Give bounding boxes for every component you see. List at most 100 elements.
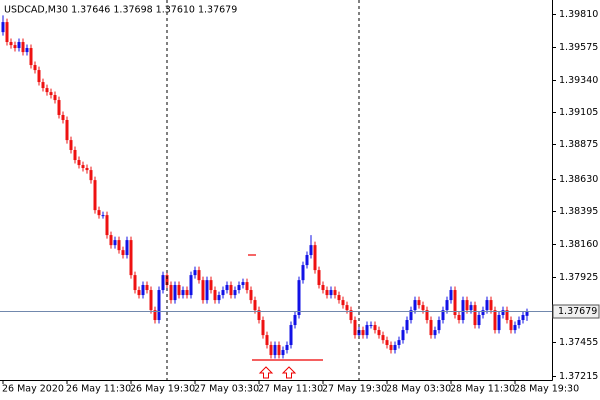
candle-body: [381, 335, 385, 341]
candle-body: [17, 42, 21, 49]
x-tick-label: 26 May 2020: [2, 384, 64, 395]
candle-body: [329, 290, 333, 296]
candle-body: [221, 290, 225, 296]
candle-body: [201, 280, 205, 301]
candle-body: [453, 290, 457, 316]
x-tick-label: 26 May 11:30: [66, 384, 131, 395]
candle-body: [25, 48, 29, 53]
candle-body: [437, 320, 441, 331]
candle-body: [149, 290, 153, 311]
candle-body: [489, 300, 493, 311]
candle-body: [429, 320, 433, 336]
candle-body: [445, 300, 449, 311]
candle-body: [389, 344, 393, 351]
candle-body: [117, 240, 121, 251]
candle-body: [177, 285, 181, 296]
candle-body: [505, 310, 509, 321]
candle-body: [409, 310, 413, 321]
candle-body: [413, 300, 417, 311]
candle-body: [349, 310, 353, 321]
candle-body: [345, 305, 349, 311]
candle-body: [217, 295, 221, 301]
candle-body: [473, 305, 477, 326]
y-tick-label: 1.39105: [559, 107, 598, 118]
y-tick-label: 1.39810: [559, 9, 598, 20]
candle-body: [465, 300, 469, 311]
candle-body: [377, 330, 381, 336]
candle-body: [81, 165, 85, 168]
y-tick-label: 1.39340: [559, 75, 598, 86]
candle-body: [53, 95, 57, 101]
candle-body: [185, 290, 189, 296]
candle-body: [41, 82, 45, 89]
candle-body: [93, 180, 97, 211]
candle-body: [261, 320, 265, 336]
price-box-label: 1.37679: [558, 306, 597, 317]
candle-body: [469, 305, 473, 311]
candle-body: [297, 280, 301, 316]
candle-body: [153, 310, 157, 321]
candle-body: [325, 290, 329, 296]
candle-body: [365, 325, 369, 336]
candle-body: [237, 285, 241, 291]
candle-body: [9, 42, 13, 46]
candle-body: [97, 210, 101, 216]
candle-body: [353, 320, 357, 336]
candle-body: [45, 88, 49, 93]
candle-body: [229, 285, 233, 296]
y-tick-label: 1.37215: [559, 371, 598, 382]
y-tick-label: 1.38160: [559, 239, 598, 250]
candle-body: [57, 100, 61, 115]
price-box: [552, 304, 600, 319]
candle-body: [181, 290, 185, 296]
candle-body: [513, 325, 517, 331]
candle-body: [129, 240, 133, 276]
candle-body: [293, 315, 297, 326]
candle-body: [209, 280, 213, 291]
candle-body: [253, 300, 257, 311]
candle-body: [521, 315, 525, 321]
arrow-up: [281, 366, 297, 379]
x-tick-label: 28 May 19:30: [514, 384, 579, 395]
candle-body: [245, 282, 249, 291]
candle-body: [333, 290, 337, 296]
candle-body: [121, 250, 125, 256]
candle-body: [109, 235, 113, 246]
candle-body: [269, 344, 273, 356]
candle-body: [321, 285, 325, 291]
candle-body: [301, 265, 305, 281]
x-tick-label: 28 May 11:30: [450, 384, 515, 395]
candle-body: [105, 215, 109, 236]
candle-body: [433, 330, 437, 336]
x-tick-label: 27 May 03:30: [194, 384, 259, 395]
candle-body: [193, 270, 197, 276]
candle-body: [85, 167, 89, 171]
y-tick-label: 1.39575: [559, 42, 598, 53]
candle-body: [273, 344, 277, 356]
candle-body: [281, 350, 285, 356]
candle-body: [525, 311, 529, 316]
candle-body: [397, 340, 401, 345]
x-tick-label: 28 May 03:30: [386, 384, 451, 395]
candle-body: [493, 310, 497, 331]
candle-body: [501, 310, 505, 316]
candle-body: [173, 285, 177, 301]
candle-body: [145, 285, 149, 291]
candle-body: [233, 290, 237, 296]
candle-body: [169, 285, 173, 301]
candle-body: [309, 245, 313, 256]
candle-body: [277, 344, 281, 356]
y-tick-label: 1.38630: [559, 174, 598, 185]
candle-body: [337, 295, 341, 301]
candle-body: [317, 270, 321, 286]
candle-body: [457, 315, 461, 321]
candle-body: [213, 290, 217, 301]
candle-body: [133, 275, 137, 291]
candle-body: [305, 255, 309, 266]
candle-body: [405, 320, 409, 331]
x-tick-label: 26 May 19:30: [130, 384, 195, 395]
candle-body: [69, 140, 73, 150]
candle-body: [517, 320, 521, 326]
